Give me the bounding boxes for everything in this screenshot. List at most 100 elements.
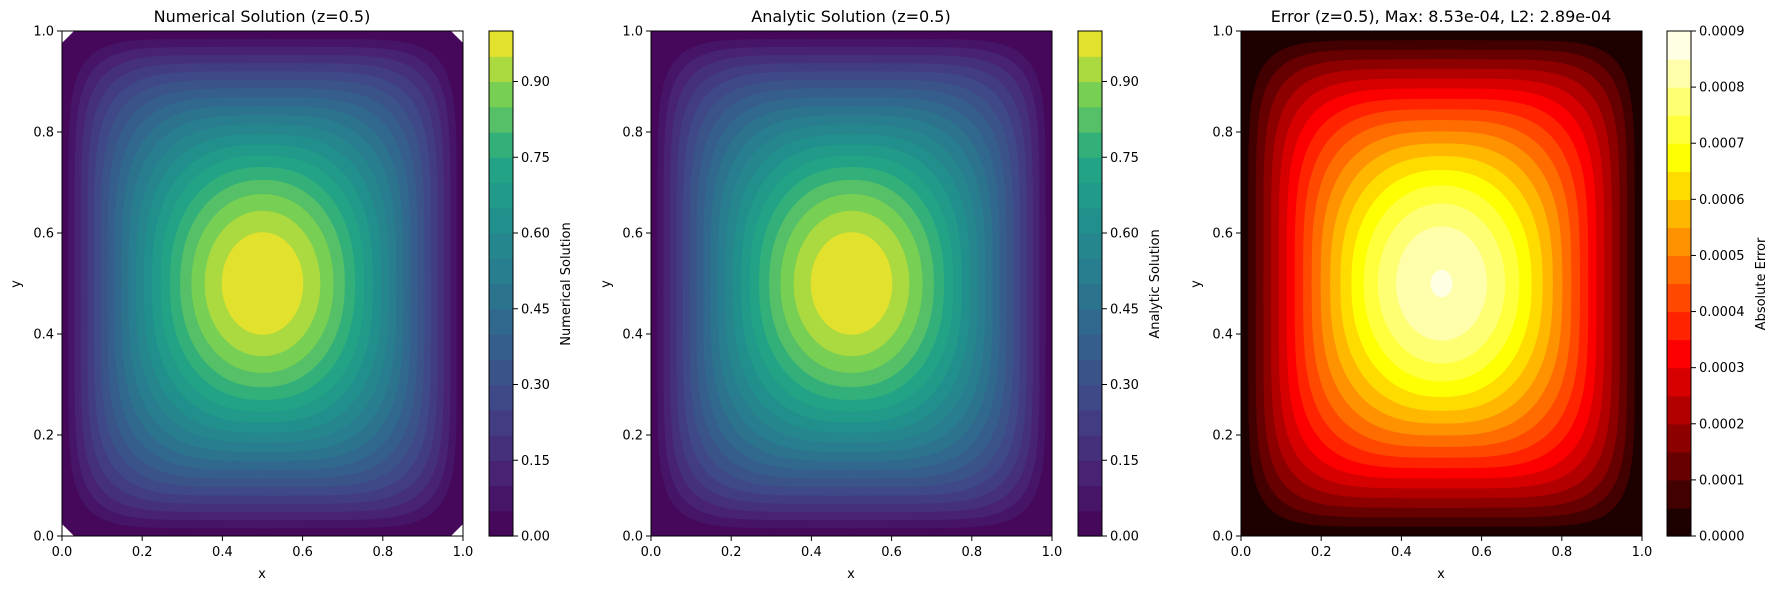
contour-band xyxy=(810,232,893,335)
colorbar-tick-label: 0.75 xyxy=(521,151,550,166)
x-tick-label: 0.6 xyxy=(881,545,902,560)
colorbar-segment xyxy=(1078,182,1102,209)
colorbar-segment xyxy=(489,485,513,512)
colorbar-segment xyxy=(489,510,513,537)
x-tick-label: 0.6 xyxy=(1471,545,1492,560)
colorbar-tick-label: 0.0007 xyxy=(1699,137,1745,152)
x-tick-label: 0.0 xyxy=(52,545,73,560)
x-axis-label: x xyxy=(1437,567,1445,582)
colorbar-segment xyxy=(489,283,513,310)
plot-frame xyxy=(650,30,1053,537)
colorbar-label: Absolute Error xyxy=(1754,237,1769,330)
colorbar-frame xyxy=(488,30,514,537)
colorbar-segment xyxy=(489,359,513,386)
colorbar-tick-label: 0.0003 xyxy=(1699,361,1745,376)
colorbar-segment xyxy=(1078,106,1102,133)
corner-gap xyxy=(62,31,74,43)
colorbar-tick-label: 0.90 xyxy=(521,75,550,90)
x-axis: 0.0 0.2 0.4 0.6 0.8 1.0 xyxy=(641,536,1062,560)
y-axis: 0.0 0.2 0.4 0.6 0.8 1.0 xyxy=(1212,25,1241,545)
colorbar-segment xyxy=(489,81,513,108)
colorbar-segment xyxy=(1078,81,1102,108)
y-axis-label: y xyxy=(599,280,614,288)
x-tick-label: 0.0 xyxy=(641,545,662,560)
colorbar-tick-label: 0.75 xyxy=(1110,151,1139,166)
colorbar-tick-label: 0.0002 xyxy=(1699,417,1745,432)
colorbar-segment xyxy=(1078,409,1102,436)
colorbar-segment xyxy=(1078,308,1102,335)
colorbar-segment xyxy=(489,233,513,259)
y-tick-label: 0.4 xyxy=(1212,328,1233,343)
colorbar-segment xyxy=(1078,435,1102,461)
colorbar-segment xyxy=(1078,31,1102,57)
x-tick-label: 1.0 xyxy=(453,545,474,560)
x-axis-label: x xyxy=(258,567,266,582)
y-tick-label: 0.6 xyxy=(622,227,643,242)
heatmap-plot-area xyxy=(1240,30,1643,537)
y-tick-label: 0.8 xyxy=(1212,126,1233,141)
y-tick-label: 0.0 xyxy=(622,530,643,545)
corner-gap xyxy=(451,31,463,43)
y-tick-label: 0.2 xyxy=(1212,429,1233,444)
contour-field xyxy=(1241,31,1642,536)
colorbar-segment xyxy=(1078,233,1102,259)
x-tick-label: 0.8 xyxy=(961,545,982,560)
colorbar-segment xyxy=(1667,31,1691,60)
x-axis: 0.0 0.2 0.4 0.6 0.8 1.0 xyxy=(1231,536,1652,560)
contour-field xyxy=(651,31,1052,536)
colorbar-tick-label: 0.0000 xyxy=(1699,530,1745,545)
colorbar-segment xyxy=(1667,451,1691,481)
colorbar-tick-label: 0.00 xyxy=(1110,530,1139,545)
colorbar-tick-label: 0.60 xyxy=(1110,227,1139,242)
colorbar-segment xyxy=(1667,115,1691,144)
corner-gap xyxy=(62,524,74,536)
colorbar-segment xyxy=(1078,359,1102,386)
colorbar-segment xyxy=(1078,283,1102,310)
colorbar-tick-label: 0.00 xyxy=(521,530,550,545)
colorbar-segment xyxy=(1667,171,1691,200)
panel-title: Error (z=0.5), Max: 8.53e-04, L2: 2.89e-… xyxy=(1271,7,1612,26)
x-tick-label: 0.2 xyxy=(721,545,742,560)
colorbar-segment xyxy=(489,56,513,83)
panel-title: Analytic Solution (z=0.5) xyxy=(751,7,950,26)
colorbar-segment xyxy=(1667,143,1691,172)
contour-band xyxy=(1430,269,1453,298)
colorbar-tick-label: 0.30 xyxy=(521,378,550,393)
y-axis-label: y xyxy=(9,280,24,288)
colorbar-segment xyxy=(1078,485,1102,512)
colorbar-segment xyxy=(1667,199,1691,228)
colorbar-segment xyxy=(489,132,513,158)
y-tick-label: 0.2 xyxy=(33,429,54,444)
x-tick-label: 0.4 xyxy=(212,545,233,560)
colorbar-segment xyxy=(1667,423,1691,453)
colorbar-segment xyxy=(1078,132,1102,158)
colorbar-tick-label: 0.15 xyxy=(1110,454,1139,469)
colorbar-frame xyxy=(1077,30,1103,537)
panel-title: Numerical Solution (z=0.5) xyxy=(154,7,371,26)
corner-gap xyxy=(451,524,463,536)
colorbar-label: Numerical Solution xyxy=(559,222,574,345)
y-tick-label: 0.6 xyxy=(1212,227,1233,242)
y-tick-label: 1.0 xyxy=(622,25,643,40)
colorbar-segment xyxy=(1667,255,1691,285)
colorbar-tick-label: 0.0004 xyxy=(1699,305,1745,320)
colorbar-segment xyxy=(1078,157,1102,184)
x-tick-label: 0.2 xyxy=(132,545,153,560)
colorbar-tick-label: 0.0005 xyxy=(1699,249,1745,264)
colorbar-segment xyxy=(1078,207,1102,234)
x-tick-label: 0.2 xyxy=(1311,545,1332,560)
x-tick-label: 0.4 xyxy=(1391,545,1412,560)
heatmap-plot-area xyxy=(61,30,464,537)
colorbar-tick-label: 0.0001 xyxy=(1699,473,1745,488)
y-axis-label: y xyxy=(1189,280,1204,288)
y-axis: 0.0 0.2 0.4 0.6 0.8 1.0 xyxy=(33,25,62,545)
colorbar-segment xyxy=(489,207,513,234)
y-tick-label: 0.0 xyxy=(1212,530,1233,545)
y-tick-label: 0.6 xyxy=(33,227,54,242)
y-tick-label: 0.8 xyxy=(622,126,643,141)
colorbar-segment xyxy=(489,460,513,487)
colorbar-segment xyxy=(1078,56,1102,83)
colorbar-segment xyxy=(489,308,513,335)
colorbar-segment xyxy=(489,334,513,360)
